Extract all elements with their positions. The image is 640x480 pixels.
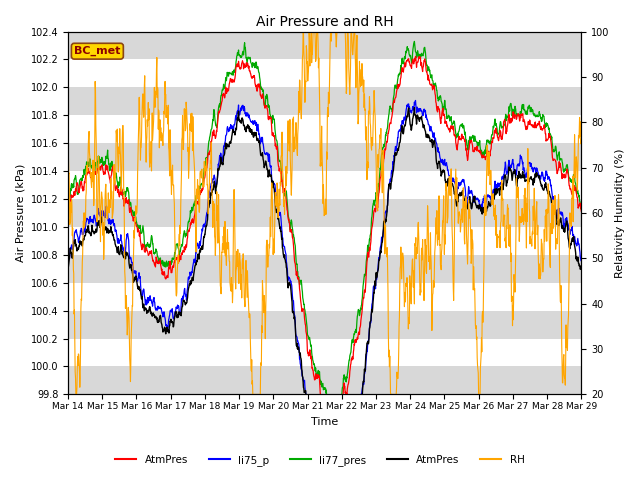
- Y-axis label: Relativity Humidity (%): Relativity Humidity (%): [615, 148, 625, 278]
- Legend: AtmPres, li75_p, li77_pres, AtmPres, RH: AtmPres, li75_p, li77_pres, AtmPres, RH: [111, 451, 529, 470]
- Bar: [68, 143, 581, 171]
- Bar: [68, 60, 581, 87]
- Bar: [68, 283, 581, 311]
- Bar: [68, 171, 581, 199]
- Bar: [68, 87, 581, 115]
- Title: Air Pressure and RH: Air Pressure and RH: [256, 15, 394, 29]
- X-axis label: Time: Time: [311, 417, 339, 427]
- Bar: [68, 255, 581, 283]
- Bar: [68, 227, 581, 255]
- Bar: [68, 367, 581, 395]
- Bar: [68, 32, 581, 60]
- Y-axis label: Air Pressure (kPa): Air Pressure (kPa): [15, 164, 25, 262]
- Bar: [68, 115, 581, 143]
- Bar: [68, 199, 581, 227]
- Text: BC_met: BC_met: [74, 46, 120, 56]
- Bar: [68, 338, 581, 367]
- Bar: [68, 311, 581, 338]
